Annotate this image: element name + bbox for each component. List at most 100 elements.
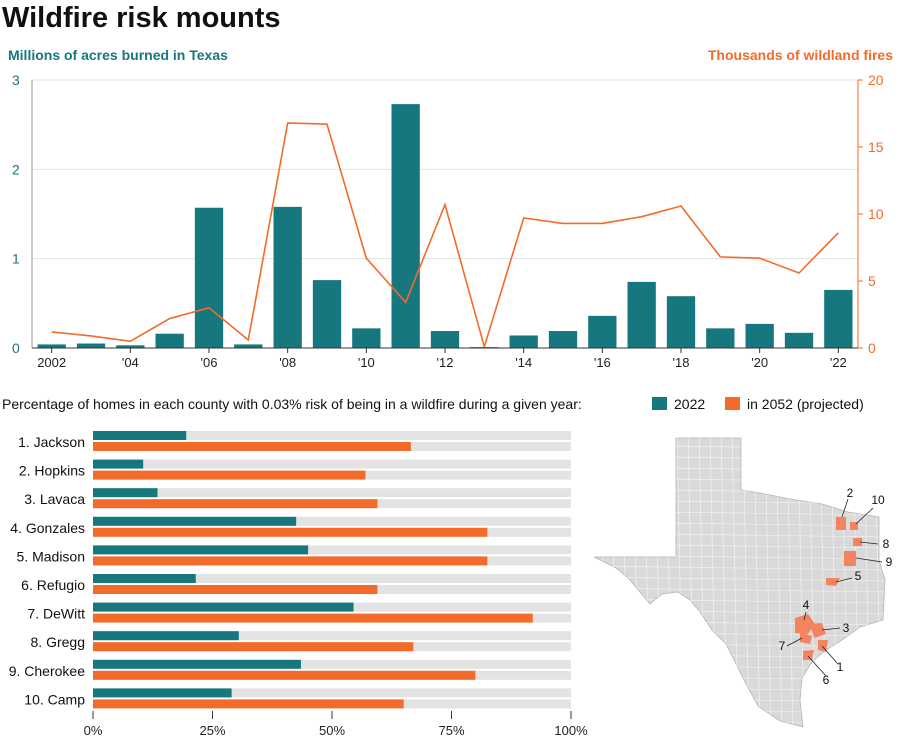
county-hopkins [836,517,846,530]
acres-bar-2020 [745,323,774,348]
x-tick-label: '08 [279,355,296,370]
county-line [594,576,885,582]
map-label-hopkins: 2 [847,486,854,500]
county-lavaca [810,623,826,638]
left-axis-ticks: 0 1 2 3 [12,72,20,356]
county-line [590,731,890,735]
bar-2052 [93,585,378,594]
county-cherokee [844,551,856,566]
bar-2022 [93,431,187,440]
right-axis-title: Thousands of wildland fires [708,47,893,63]
x-tick-label: '18 [673,355,690,370]
map-label-gonzales: 4 [803,598,810,612]
county-line [594,675,885,681]
acres-bar-2007 [234,344,263,348]
county-line [599,438,607,727]
county-row: 3. Lavaca [24,488,571,509]
x-tick-label: '04 [122,355,139,370]
county-line [886,430,892,735]
acres-bar-2008 [273,206,302,348]
county-label: 1. Jackson [18,434,85,450]
map-label-refugio: 6 [823,673,830,687]
county-refugio [803,650,814,660]
pct-tick-label: 100% [554,723,588,738]
county-line [610,438,618,727]
right-tick-label: 5 [868,273,876,289]
map-leader-lines [786,498,883,677]
pct-tick-label: 50% [319,723,345,738]
texas-outline [593,437,886,728]
county-dewitt [800,632,812,644]
track-2022 [93,488,571,498]
right-axis-ticks: 0 5 10 15 20 [858,72,884,356]
legend-swatch-2052 [725,397,740,410]
county-label: 9. Cherokee [9,663,85,679]
map-label-cherokee: 9 [886,555,893,569]
acres-bar-2019 [706,328,735,348]
track-2022 [93,459,571,469]
x-axis-ticks: 2002 '04 '06 '08 '10 '12 '14 '16 '18 '20 '22 [37,348,847,370]
acres-bar-2016 [588,315,617,348]
map-labels: 2 10 8 9 5 4 3 7 1 6 [779,486,893,687]
acres-bar-2017 [627,281,656,348]
track-2022 [93,574,571,583]
map-label-gregg: 8 [883,537,890,551]
bar-2022 [93,688,232,698]
county-row: 5. Madison [17,545,571,566]
acres-bar-2022 [824,289,853,348]
acres-bar-2003 [76,343,106,348]
right-tick-label: 15 [868,139,884,155]
legend-swatch-2022 [652,397,667,410]
track-2022 [93,659,571,669]
acres-bar-2005 [155,333,184,348]
county-chart-title: Percentage of homes in each county with … [2,396,582,412]
bar-2022 [93,459,144,469]
x-tick-label: '10 [358,355,375,370]
county-row: 7. DeWitt [27,602,571,623]
map-label-dewitt: 7 [779,639,786,653]
x-tick-label: '06 [201,355,218,370]
acres-bar-2018 [666,296,696,348]
county-label: 2. Hopkins [19,463,85,479]
bar-2022 [93,631,239,641]
bar-2022 [93,545,309,555]
county-row: 8. Gregg [31,631,571,652]
x-tick-label: '22 [830,355,847,370]
acres-bar-2011 [391,104,420,349]
gridlines [32,79,858,260]
county-row: 9. Cherokee [9,659,571,680]
track-2022 [93,545,571,555]
county-label: 10. Camp [24,691,85,707]
acres-bar-2004 [116,345,145,348]
combo-chart: Millions of acres burned in Texas Thousa… [8,47,893,370]
map-label-camp: 10 [871,493,885,507]
county-bar-chart: Percentage of homes in each county with … [2,396,864,738]
county-line [594,697,885,703]
right-tick-label: 20 [868,72,884,88]
county-line [594,708,885,714]
county-row: 10. Camp [24,688,571,709]
right-tick-label: 0 [868,340,876,356]
legend-label-2022: 2022 [674,396,705,412]
bar-2022 [93,659,301,669]
x-tick-label: 2002 [37,355,66,370]
bar-2022 [93,516,297,526]
highlighted-counties [795,517,862,660]
county-line [594,686,885,692]
county-jackson [818,640,828,652]
chart-title: Wildfire risk mounts [2,2,281,34]
pct-tick-label: 75% [438,723,464,738]
county-row: 1. Jackson [18,431,571,451]
acres-bar-2012 [430,331,460,348]
county-label: 5. Madison [17,548,85,564]
bar-2052 [93,613,533,623]
county-row: 6. Refugio [21,574,571,594]
bar-2052 [93,556,488,566]
x-tick-label: '20 [751,355,768,370]
county-line [594,719,885,725]
left-tick-label: 1 [12,251,20,267]
bar-2022 [93,602,354,612]
acres-bar-2009 [312,280,342,348]
county-gonzales [795,614,815,634]
